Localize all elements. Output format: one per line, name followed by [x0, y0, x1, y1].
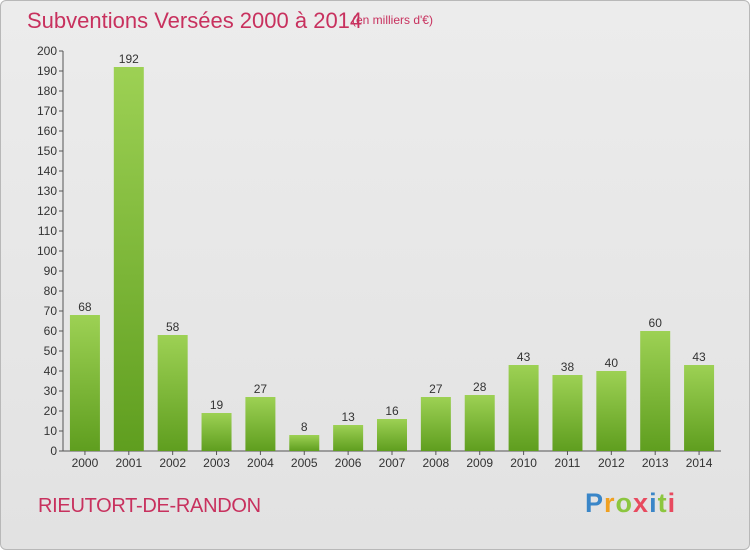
- logo-letter: x: [633, 488, 650, 518]
- commune-name: RIEUTORT-DE-RANDON: [38, 495, 261, 517]
- y-tick-label: 40: [44, 364, 58, 378]
- chart-unit: (en milliers d'€): [352, 13, 433, 27]
- logo-letter: o: [615, 488, 634, 518]
- y-tick-label: 160: [37, 124, 57, 138]
- logo-letter: i: [667, 488, 677, 518]
- bar-value-label: 68: [78, 300, 92, 314]
- bar: [157, 335, 188, 451]
- x-tick-label: 2004: [247, 456, 274, 470]
- x-tick-label: 2007: [379, 456, 406, 470]
- y-tick-label: 120: [37, 204, 57, 218]
- bar: [69, 315, 100, 451]
- x-tick-label: 2013: [642, 456, 669, 470]
- bar-value-label: 16: [385, 404, 399, 418]
- bar-value-label: 28: [473, 380, 487, 394]
- x-tick-label: 2012: [598, 456, 625, 470]
- y-tick-label: 80: [44, 284, 58, 298]
- bar: [113, 67, 144, 451]
- x-tick-label: 2011: [555, 456, 581, 470]
- x-tick-label: 2006: [335, 456, 362, 470]
- y-tick-label: 10: [44, 424, 58, 438]
- y-tick-label: 0: [50, 444, 57, 458]
- bar-value-label: 192: [119, 52, 139, 66]
- logo-letter: i: [649, 488, 658, 518]
- bar-value-label: 8: [301, 420, 308, 434]
- logo-letter: t: [657, 488, 668, 518]
- bar: [464, 395, 495, 451]
- y-tick-label: 90: [44, 264, 58, 278]
- y-tick-label: 20: [44, 404, 58, 418]
- y-tick-label: 60: [44, 324, 58, 338]
- x-tick-label: 2008: [423, 456, 450, 470]
- y-tick-label: 100: [37, 244, 57, 258]
- bar: [289, 435, 320, 451]
- y-tick-label: 170: [37, 104, 57, 118]
- x-tick-label: 2003: [203, 456, 230, 470]
- x-tick-label: 2010: [510, 456, 537, 470]
- chart-title: Subventions Versées 2000 à 2014: [27, 8, 363, 33]
- y-tick-label: 180: [37, 84, 57, 98]
- bar: [201, 413, 232, 451]
- bar-value-label: 43: [692, 350, 706, 364]
- bar: [552, 375, 583, 451]
- bar-value-label: 40: [605, 356, 619, 370]
- y-tick-label: 190: [37, 64, 57, 78]
- logo-letter: r: [604, 488, 616, 518]
- y-tick-label: 30: [44, 384, 58, 398]
- x-tick-label: 2005: [291, 456, 318, 470]
- y-tick-label: 110: [38, 224, 57, 238]
- bar-value-label: 38: [561, 360, 575, 374]
- x-tick-label: 2014: [686, 456, 713, 470]
- bar: [377, 419, 407, 451]
- bar-value-label: 27: [429, 382, 443, 396]
- bar-value-label: 60: [649, 316, 663, 330]
- proxiti-logo: Proxiti: [585, 488, 676, 519]
- y-tick-label: 140: [37, 164, 57, 178]
- bar-value-label: 13: [341, 410, 355, 424]
- bar-value-label: 27: [254, 382, 268, 396]
- bar-value-label: 19: [210, 398, 224, 412]
- y-tick-label: 70: [44, 304, 58, 318]
- bar-value-label: 58: [166, 320, 180, 334]
- y-tick-label: 150: [37, 144, 57, 158]
- bar: [420, 397, 451, 451]
- x-tick-label: 2009: [466, 456, 493, 470]
- bar-value-label: 43: [517, 350, 531, 364]
- y-tick-label: 200: [37, 44, 57, 58]
- bar: [640, 331, 671, 451]
- bar: [508, 365, 539, 451]
- bar: [245, 397, 276, 451]
- bar: [333, 425, 364, 451]
- x-tick-label: 2002: [159, 456, 186, 470]
- logo-letter: P: [585, 488, 605, 518]
- y-tick-label: 130: [37, 184, 57, 198]
- y-tick-label: 50: [44, 344, 58, 358]
- bar: [596, 371, 627, 451]
- x-tick-label: 2001: [115, 456, 142, 470]
- x-tick-label: 2000: [72, 456, 99, 470]
- bar: [684, 365, 715, 451]
